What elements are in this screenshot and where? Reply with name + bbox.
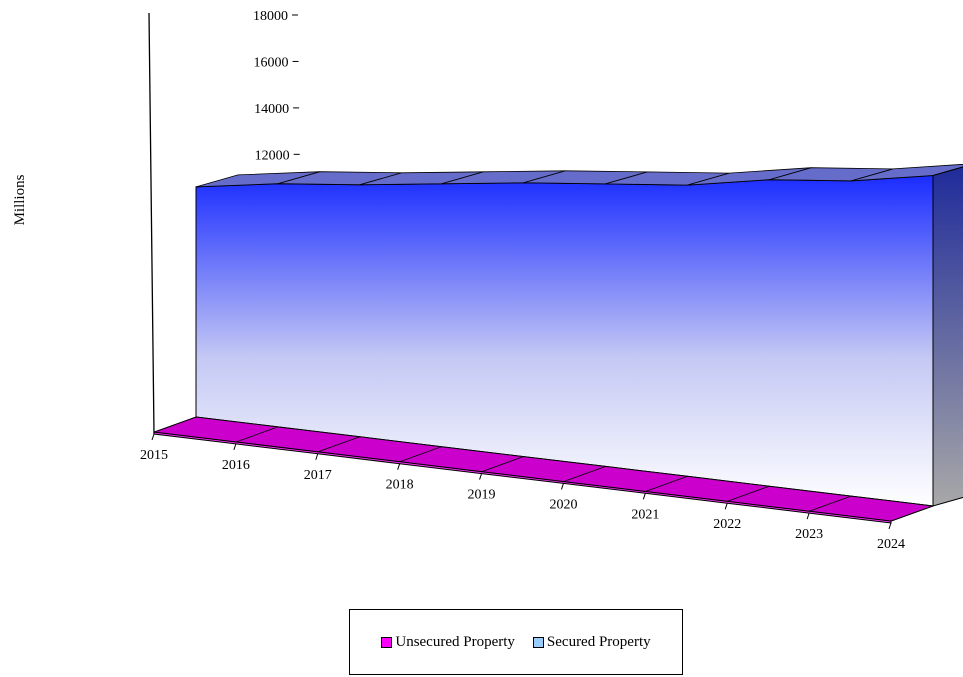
series-unsecured-divider — [563, 466, 606, 482]
y-axis-title: Millions — [12, 174, 28, 225]
series-unsecured-divider — [645, 475, 688, 492]
legend-item-secured: Secured Property — [532, 633, 651, 651]
x-tick-mark — [642, 493, 646, 500]
legend-label-secured: Secured Property — [546, 633, 651, 650]
x-tick-label: 2021 — [631, 507, 659, 522]
x-tick-label: 2022 — [713, 517, 741, 532]
x-tick-mark — [888, 522, 892, 530]
x-tick-label: 2015 — [140, 448, 168, 463]
x-tick-mark — [151, 433, 155, 441]
series-unsecured-divider — [727, 485, 770, 502]
x-tick-label: 2020 — [549, 497, 577, 512]
series-unsecured-divider — [481, 456, 524, 473]
series-unsecured-divider — [317, 436, 360, 453]
x-tick-mark — [397, 463, 401, 470]
x-tick-label: 2024 — [877, 537, 905, 552]
x-tick-mark — [233, 443, 237, 451]
x-tick-label: 2016 — [222, 458, 250, 473]
x-tick-mark — [560, 483, 564, 490]
x-tick-label: 2023 — [795, 527, 823, 542]
series-unsecured-divider — [235, 426, 279, 443]
legend-label-unsecured: Unsecured Property — [395, 633, 515, 650]
series-unsecured-divider — [890, 505, 934, 522]
series-unsecured-divider — [399, 446, 442, 463]
x-tick-mark — [724, 503, 728, 510]
x-tick-label: 2019 — [468, 488, 496, 503]
legend: Unsecured Property Secured Property — [349, 609, 683, 675]
plot-area — [153, 163, 963, 524]
y-tick-label: 14000 — [254, 102, 289, 117]
series-secured-top-segment — [850, 163, 963, 182]
series-unsecured-divider — [808, 495, 852, 512]
y-tick-label: 18000 — [253, 9, 288, 24]
series-secured-side — [932, 166, 963, 507]
series-secured-face — [195, 174, 934, 507]
value-axis-line — [148, 12, 155, 435]
y-tick-label: 12000 — [255, 148, 290, 163]
y-tick-label: 16000 — [254, 55, 289, 70]
x-tick-mark — [806, 512, 810, 520]
category-axis: 2015 2016 2017 2018 2019 2020 2021 2022 2023 2024 — [140, 433, 905, 552]
legend-item-unsecured: Unsecured Property — [381, 634, 515, 651]
x-tick-label: 2018 — [386, 478, 414, 493]
x-tick-mark — [315, 453, 319, 460]
x-tick-mark — [479, 473, 483, 480]
legend-swatch-secured — [532, 636, 544, 648]
legend-swatch-unsecured — [381, 636, 393, 648]
x-tick-label: 2017 — [304, 468, 332, 483]
